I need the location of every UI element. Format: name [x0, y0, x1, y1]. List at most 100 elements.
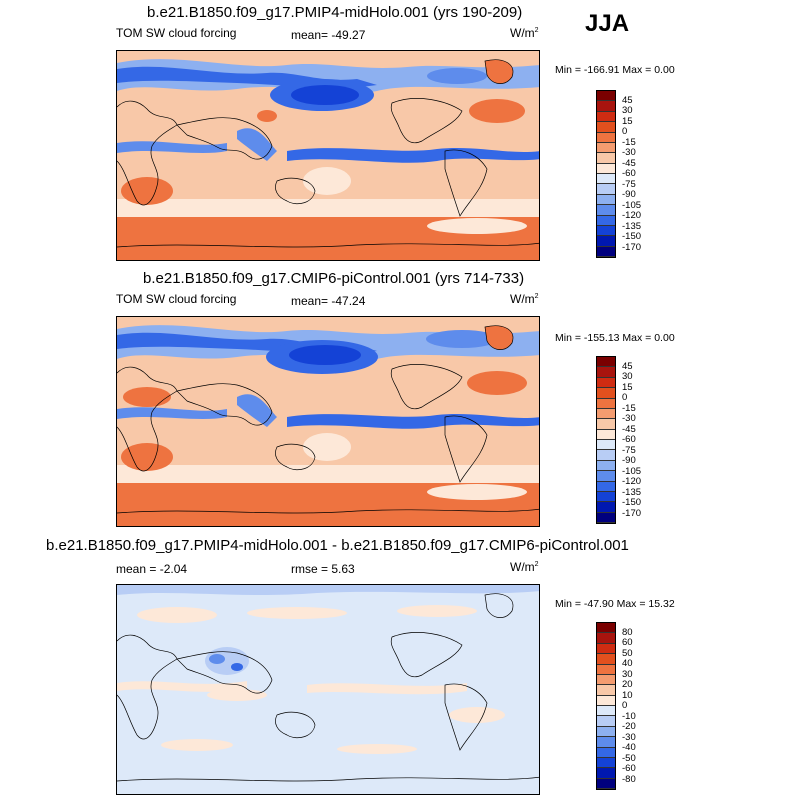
colorbar-swatch [597, 111, 615, 123]
panel-1-map [116, 50, 540, 261]
colorbar-swatch [597, 502, 615, 513]
colorbar-tick-label: -20 [622, 721, 636, 732]
colorbar-tick-label: -90 [622, 189, 636, 200]
colorbar-swatch [597, 643, 615, 655]
panel-1-units: W/m2 [510, 26, 539, 40]
panel-3-rmse: rmse = 5.63 [291, 562, 355, 576]
panel-2-units: W/m2 [510, 292, 539, 306]
colorbar-tick-label: -30 [622, 731, 636, 743]
colorbar-swatch [597, 706, 615, 717]
colorbar-tick-label: -60 [622, 763, 636, 774]
colorbar-swatch [597, 491, 615, 503]
colorbar-swatch [597, 481, 615, 492]
colorbar-swatch [597, 163, 615, 174]
colorbar-swatch [597, 440, 615, 451]
colorbar-swatch [597, 225, 615, 237]
colorbar-swatch [597, 367, 615, 378]
colorbar-tick-label: -170 [622, 507, 642, 519]
colorbar-swatch [597, 654, 615, 665]
colorbar-swatch [597, 512, 615, 523]
panel-2-min-max: Min = -155.13 Max = 0.00 [555, 332, 675, 344]
colorbar-swatch [597, 122, 615, 133]
colorbar-tick-label: 20 [622, 679, 633, 690]
colorbar-tick-label: 0 [622, 700, 628, 711]
colorbar-tick-label: 45 [622, 360, 633, 372]
colorbar-swatch [597, 205, 615, 216]
colorbar-tick-label: -50 [622, 752, 636, 764]
panel-1-field-label: TOM SW cloud forcing [116, 26, 237, 40]
colorbar-tick-label: 15 [622, 115, 633, 127]
colorbar-swatch [597, 460, 615, 472]
colorbar-tick-label: -15 [622, 402, 636, 414]
colorbar-swatch [597, 194, 615, 206]
colorbar-tick-label: 40 [622, 658, 633, 669]
colorbar-swatch [597, 778, 615, 789]
panel-1-map-plot [117, 51, 539, 260]
panel-3-colorbar [596, 622, 616, 790]
colorbar-swatch [597, 471, 615, 482]
panel-3-colorbar-swatches [597, 623, 615, 789]
colorbar-swatch [597, 757, 615, 769]
colorbar-tick-label: -80 [622, 773, 636, 785]
colorbar-swatch [597, 716, 615, 727]
colorbar-tick-label: -30 [622, 413, 636, 424]
colorbar-swatch [597, 408, 615, 420]
colorbar-swatch [597, 377, 615, 389]
colorbar-swatch [597, 737, 615, 748]
colorbar-tick-label: -150 [622, 231, 642, 242]
panel-3-map [116, 584, 540, 795]
colorbar-swatch [597, 419, 615, 430]
colorbar-tick-label: 45 [622, 94, 633, 106]
colorbar-tick-label: -15 [622, 136, 636, 148]
colorbar-swatch [597, 132, 615, 143]
colorbar-tick-label: -105 [622, 199, 642, 211]
colorbar-tick-label: 50 [622, 647, 633, 659]
colorbar-tick-label: 30 [622, 371, 633, 382]
colorbar-swatch [597, 236, 615, 247]
panel-1-colorbar [596, 90, 616, 258]
colorbar-tick-label: -75 [622, 178, 636, 190]
colorbar-tick-label: 30 [622, 105, 633, 116]
colorbar-tick-label: -135 [622, 220, 642, 232]
panel-2-colorbar-swatches [597, 357, 615, 523]
colorbar-tick-label: -45 [622, 157, 636, 169]
colorbar-swatch [597, 215, 615, 226]
colorbar-tick-label: 60 [622, 637, 633, 648]
colorbar-tick-label: 0 [622, 392, 628, 403]
colorbar-tick-label: -10 [622, 710, 636, 722]
colorbar-tick-label: -150 [622, 497, 642, 508]
panel-1-colorbar-swatches [597, 91, 615, 257]
colorbar-swatch [597, 633, 615, 644]
colorbar-tick-label: 10 [622, 689, 633, 701]
colorbar-swatch [597, 184, 615, 195]
colorbar-swatch [597, 101, 615, 112]
panel-1-title: b.e21.B1850.f09_g17.PMIP4-midHolo.001 (y… [147, 4, 523, 21]
colorbar-tick-label: -75 [622, 444, 636, 456]
colorbar-swatch [597, 768, 615, 779]
colorbar-tick-label: -170 [622, 241, 642, 253]
colorbar-swatch [597, 674, 615, 686]
colorbar-swatch [597, 429, 615, 440]
panel-2-map [116, 316, 540, 527]
panel-1-min-max: Min = -166.91 Max = 0.00 [555, 64, 675, 76]
panel-2-colorbar [596, 356, 616, 524]
colorbar-tick-label: 0 [622, 126, 628, 137]
colorbar-swatch [597, 450, 615, 461]
panel-3-title: b.e21.B1850.f09_g17.PMIP4-midHolo.001 - … [46, 537, 629, 554]
panel-3-min-max: Min = -47.90 Max = 15.32 [555, 598, 675, 610]
panel-2-map-plot [117, 317, 539, 526]
colorbar-tick-label: -60 [622, 168, 636, 179]
colorbar-swatch [597, 685, 615, 696]
colorbar-swatch [597, 142, 615, 154]
colorbar-tick-label: 30 [622, 668, 633, 680]
colorbar-swatch [597, 747, 615, 758]
colorbar-swatch [597, 357, 615, 368]
panel-2-field-label: TOM SW cloud forcing [116, 292, 237, 306]
panel-3-mean: mean = -2.04 [116, 562, 188, 576]
colorbar-swatch [597, 388, 615, 399]
colorbar-tick-label: -45 [622, 423, 636, 435]
colorbar-tick-label: -135 [622, 486, 642, 498]
season-label: JJA [585, 10, 630, 37]
colorbar-tick-label: -40 [622, 742, 636, 753]
colorbar-swatch [597, 174, 615, 185]
